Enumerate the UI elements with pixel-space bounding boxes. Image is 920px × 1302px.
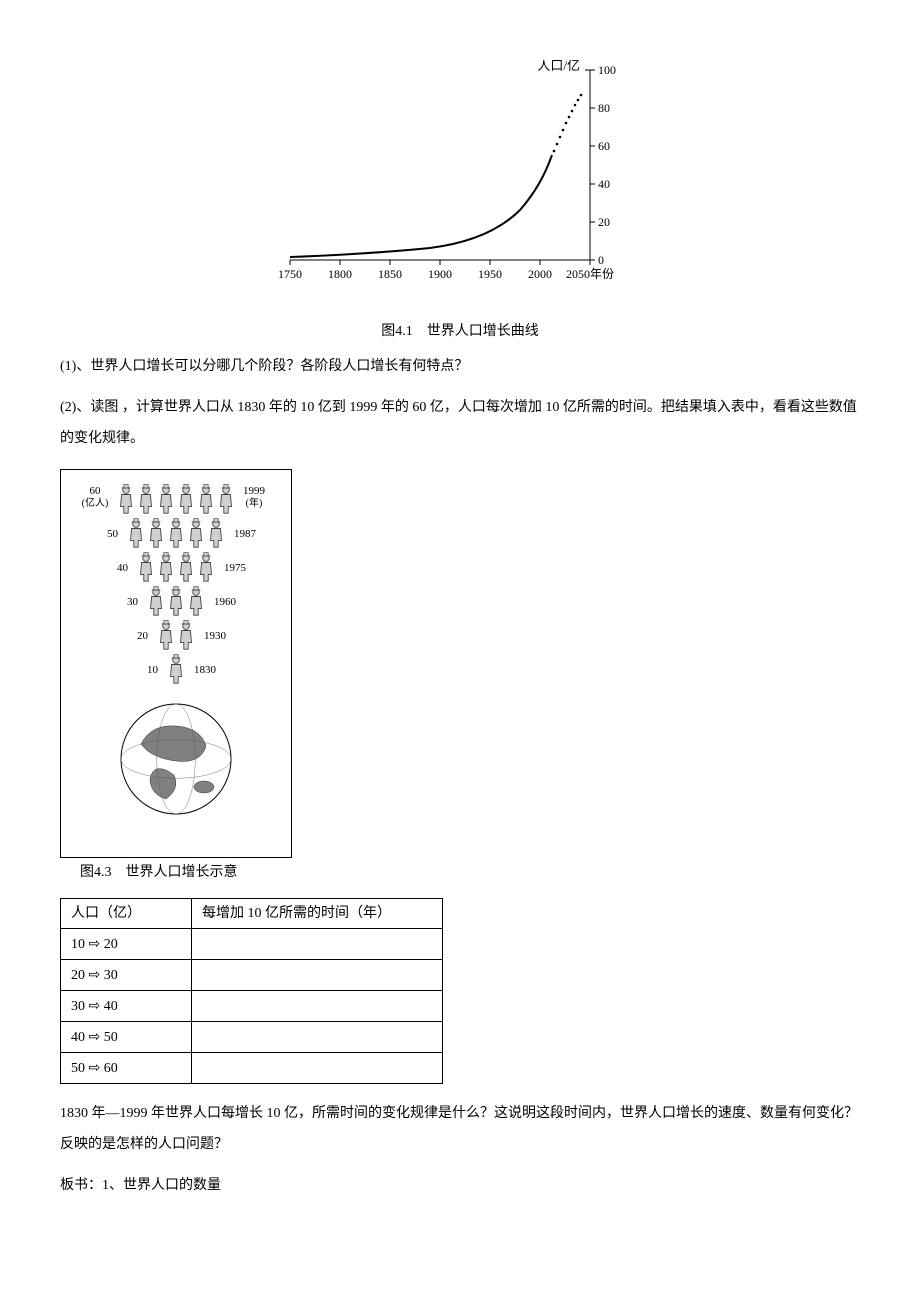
svg-text:40: 40 bbox=[598, 177, 610, 191]
table-row: 30 ⇨ 40 bbox=[61, 991, 443, 1022]
years-cell bbox=[192, 1022, 443, 1053]
svg-text:60: 60 bbox=[90, 485, 102, 497]
range-cell: 50 ⇨ 60 bbox=[61, 1053, 192, 1084]
svg-text:1800: 1800 bbox=[328, 267, 352, 281]
svg-text:1900: 1900 bbox=[428, 267, 452, 281]
svg-text:20: 20 bbox=[598, 215, 610, 229]
svg-text:0: 0 bbox=[598, 253, 604, 267]
svg-text:30: 30 bbox=[127, 596, 139, 608]
svg-text:10: 10 bbox=[147, 664, 159, 676]
col-header-years: 每增加 10 亿所需的时间（年） bbox=[192, 899, 443, 929]
range-cell: 40 ⇨ 50 bbox=[61, 1022, 192, 1053]
board-note: 板书：1、世界人口的数量 bbox=[60, 1171, 860, 1202]
svg-text:人口/亿: 人口/亿 bbox=[537, 60, 580, 73]
svg-text:1830: 1830 bbox=[194, 664, 217, 676]
svg-text:2050年份: 2050年份 bbox=[566, 267, 614, 281]
svg-text:1950: 1950 bbox=[478, 267, 502, 281]
svg-text:1999: 1999 bbox=[243, 485, 266, 497]
svg-text:1750: 1750 bbox=[278, 267, 302, 281]
svg-text:20: 20 bbox=[137, 630, 149, 642]
svg-text:60: 60 bbox=[598, 139, 610, 153]
pyramid-svg: 60(亿人) 1999(年) 50 1987 40 1975 30 1960 20 1930 10 1… bbox=[61, 470, 291, 850]
svg-text:1850: 1850 bbox=[378, 267, 402, 281]
svg-text:1975: 1975 bbox=[224, 562, 247, 574]
svg-text:(亿人): (亿人) bbox=[82, 496, 109, 509]
years-cell bbox=[192, 960, 443, 991]
svg-text:1987: 1987 bbox=[234, 528, 257, 540]
question-1: (1)、世界人口增长可以分哪几个阶段？各阶段人口增长有何特点？ bbox=[60, 352, 860, 383]
range-cell: 10 ⇨ 20 bbox=[61, 929, 192, 960]
years-cell bbox=[192, 929, 443, 960]
years-cell bbox=[192, 1053, 443, 1084]
svg-text:100: 100 bbox=[598, 63, 616, 77]
question-2: (2)、读图 ，计算世界人口从 1830 年的 10 亿到 1999 年的 60… bbox=[60, 393, 860, 455]
chart1-caption: 图4.1 世界人口增长曲线 bbox=[60, 321, 860, 342]
pyramid-caption: 图4.3 世界人口增长示意 bbox=[60, 862, 300, 883]
table-row: 50 ⇨ 60 bbox=[61, 1053, 443, 1084]
pyramid-figure: 60(亿人) 1999(年) 50 1987 40 1975 30 1960 20 1930 10 1… bbox=[60, 469, 300, 883]
range-cell: 20 ⇨ 30 bbox=[61, 960, 192, 991]
col-header-range: 人口（亿） bbox=[61, 899, 192, 929]
range-cell: 30 ⇨ 40 bbox=[61, 991, 192, 1022]
svg-text:50: 50 bbox=[107, 528, 119, 540]
svg-text:(年): (年) bbox=[246, 496, 263, 509]
svg-text:2000: 2000 bbox=[528, 267, 552, 281]
years-cell bbox=[192, 991, 443, 1022]
table-row: 10 ⇨ 20 bbox=[61, 929, 443, 960]
svg-text:1930: 1930 bbox=[204, 630, 227, 642]
population-table: 人口（亿） 每增加 10 亿所需的时间（年） 10 ⇨ 2020 ⇨ 3030 … bbox=[60, 898, 443, 1084]
svg-text:1960: 1960 bbox=[214, 596, 237, 608]
table-row: 20 ⇨ 30 bbox=[61, 960, 443, 991]
table-row: 40 ⇨ 50 bbox=[61, 1022, 443, 1053]
svg-text:40: 40 bbox=[117, 562, 129, 574]
growth-curve-chart: 0 20 40 60 80 100 1750 1800 1850 1900 1950 2000 2050… bbox=[60, 60, 860, 342]
question-3: 1830 年—1999 年世界人口每增长 10 亿，所需时间的变化规律是什么？这… bbox=[60, 1099, 860, 1161]
svg-text:80: 80 bbox=[598, 101, 610, 115]
curve-svg: 0 20 40 60 80 100 1750 1800 1850 1900 1950 2000 2050… bbox=[260, 60, 660, 310]
